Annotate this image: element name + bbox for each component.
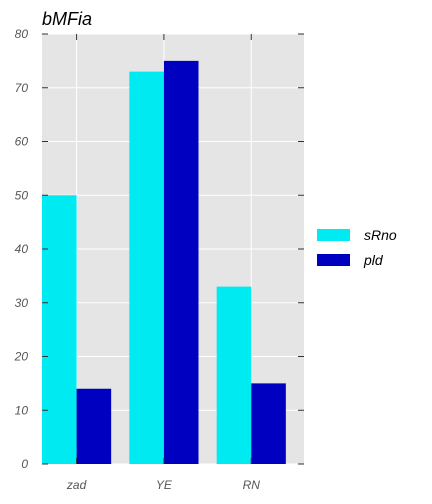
y-tick-label: 70 [15,81,29,95]
legend-swatch-sRno [317,229,350,241]
bar-sRno-RN [217,287,252,464]
chart-title: bMFia [42,9,92,29]
y-tick-label: 0 [21,457,28,471]
y-tick-label: 20 [14,350,29,364]
y-tick-label: 60 [15,135,29,149]
y-tick-label: 10 [15,403,29,417]
bar-sRno-zad [42,195,77,464]
legend: sRno pld [317,227,397,268]
y-tick-label: 30 [15,296,29,310]
bar-pld-zad [77,389,112,464]
bar-pld-YE [164,61,199,464]
y-tick-label: 80 [15,27,29,41]
y-tick-labels: 0 10 20 30 40 50 60 70 80 [14,27,29,471]
bar-sRno-YE [129,72,164,464]
x-tick-labels: zad YE RN [66,478,260,492]
y-tick-label: 50 [15,188,29,202]
x-tick-label: RN [243,478,261,492]
x-tick-label: zad [66,478,87,492]
x-tick-label: YE [156,478,173,492]
legend-label-sRno: sRno [364,227,397,243]
bar-pld-RN [251,383,286,464]
legend-label-pld: pld [363,252,384,268]
legend-swatch-pld [317,254,350,266]
y-tick-label: 40 [15,242,29,256]
